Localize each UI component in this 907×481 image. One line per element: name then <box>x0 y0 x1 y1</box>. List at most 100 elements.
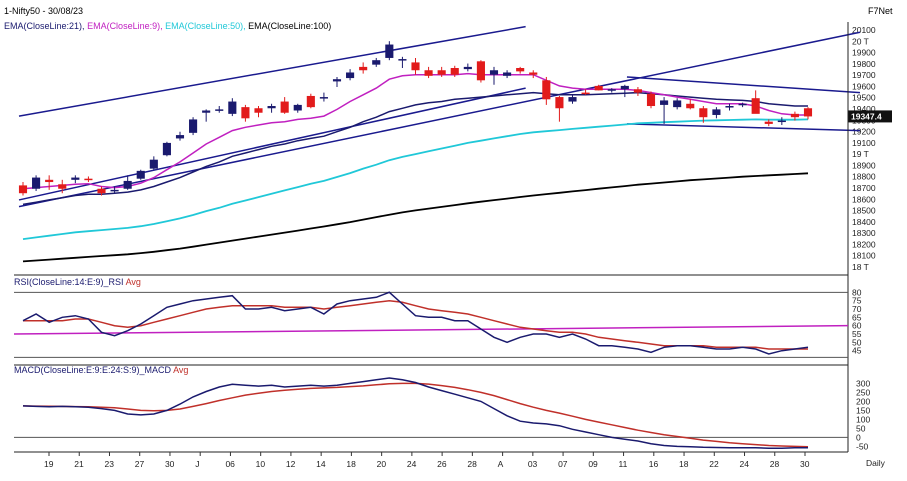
trend-line <box>18 87 526 201</box>
candle-body <box>777 120 786 123</box>
candle-body <box>594 85 603 91</box>
candle-body <box>18 185 28 194</box>
x-tick-label: 12 <box>286 459 296 469</box>
price-tick-label: 19700 <box>852 70 876 80</box>
price-tick-label: 18400 <box>852 217 876 227</box>
macd-tick-label: 250 <box>856 387 870 397</box>
x-tick-label: J <box>195 459 199 469</box>
macd-tick-label: -50 <box>856 441 869 451</box>
candle-body <box>189 119 198 133</box>
candle-body <box>228 101 237 114</box>
rsi-tick-label: 55 <box>852 329 862 339</box>
candle-body <box>110 189 119 192</box>
chart-title: 1-Nifty50 - 30/08/23 <box>4 6 83 16</box>
legend-ema100: EMA(CloseLine:100) <box>248 21 331 31</box>
macd-label: MACD(CloseLine:E:9:E:24:S:9)_MACD <box>14 365 172 375</box>
price-tick-label: 18200 <box>852 239 876 249</box>
x-tick-label: 16 <box>649 459 659 469</box>
candle-body <box>450 68 459 75</box>
candle-body <box>725 106 734 108</box>
candle-body <box>45 179 54 183</box>
x-tick-label: 28 <box>770 459 780 469</box>
price-tick-label: 19 T <box>852 149 869 159</box>
rsi-tick-label: 50 <box>852 337 862 347</box>
macd-avg-label: Avg <box>173 365 188 375</box>
candle-body <box>503 72 512 76</box>
candle-body <box>280 101 289 113</box>
candle-body <box>516 68 525 72</box>
ema21-line <box>22 91 808 206</box>
candle-body <box>58 184 67 189</box>
candle-body <box>149 159 158 169</box>
x-tick-label: A <box>498 459 504 469</box>
x-tick-label: 18 <box>679 459 689 469</box>
price-tick-label: 19400 <box>852 104 876 114</box>
candle-body <box>699 108 708 118</box>
rsi-tick-label: 70 <box>852 304 862 314</box>
rsi-tick-label: 75 <box>852 296 862 306</box>
price-tick-label: 19600 <box>852 81 876 91</box>
candle-body <box>293 104 302 111</box>
trend-line <box>18 25 526 117</box>
candle-body <box>97 188 106 194</box>
candle-body <box>738 103 747 106</box>
candle-body <box>372 60 381 65</box>
rsi-avg-label: Avg <box>126 277 141 287</box>
candle-body <box>529 72 538 75</box>
macd-tick-label: 300 <box>856 378 870 388</box>
price-tick-label: 18 T <box>852 262 869 272</box>
candle-body <box>215 109 224 111</box>
brand-label: F7Net <box>868 6 893 16</box>
trend-line <box>18 31 861 208</box>
ema-legend: EMA(CloseLine:21), EMA(CloseLine:9), EMA… <box>4 21 331 31</box>
x-tick-label: 24 <box>740 459 750 469</box>
candle-body <box>241 107 250 119</box>
candle-body <box>463 66 472 70</box>
price-tick-label: 19500 <box>852 93 876 103</box>
x-tick-label: 06 <box>225 459 235 469</box>
x-tick-label: 07 <box>558 459 568 469</box>
x-tick-label: 30 <box>165 459 175 469</box>
candle-body <box>568 97 577 102</box>
candle-body <box>162 142 171 156</box>
x-tick-label: 10 <box>256 459 266 469</box>
candle-body <box>254 108 263 113</box>
candle-body <box>555 97 564 109</box>
ema50-line <box>22 118 809 240</box>
rsi-tick-label: 45 <box>852 346 862 356</box>
price-tick-label: 18600 <box>852 194 876 204</box>
candle-body <box>633 89 642 93</box>
rsi-tick-label: 65 <box>852 312 862 322</box>
legend-ema50: EMA(CloseLine:50), <box>165 21 246 31</box>
candle-body <box>620 85 629 90</box>
price-tick-label: 18900 <box>852 160 876 170</box>
candle-body <box>751 98 760 114</box>
macd-legend: MACD(CloseLine:E:9:E:24:S:9)_MACD Avg <box>14 365 188 375</box>
candle-body <box>136 170 145 179</box>
candle-body <box>712 109 721 115</box>
ema100-line <box>22 172 809 263</box>
candle-body <box>764 121 773 124</box>
x-tick-label: 19 <box>44 459 54 469</box>
rsi-tick-label: 80 <box>852 287 862 297</box>
x-tick-label: 23 <box>104 459 114 469</box>
macd-avg-line <box>22 382 809 448</box>
candle-body <box>803 108 813 117</box>
candle-body <box>607 89 616 91</box>
candle-body <box>476 61 485 81</box>
legend-ema9: EMA(CloseLine:9), <box>87 21 163 31</box>
trend-line <box>626 123 861 132</box>
macd-tick-label: 100 <box>856 414 870 424</box>
candle-body <box>790 113 799 118</box>
price-tick-label: 19900 <box>852 48 876 58</box>
candle-body <box>673 100 682 108</box>
candle-body <box>202 110 211 113</box>
candle-body <box>437 70 446 75</box>
x-tick-label: 14 <box>316 459 326 469</box>
rsi-label: RSI(CloseLine:14:E:9)_RSI <box>14 277 124 287</box>
macd-line <box>22 377 808 449</box>
x-tick-label: 30 <box>800 459 810 469</box>
candle-body <box>346 72 355 79</box>
